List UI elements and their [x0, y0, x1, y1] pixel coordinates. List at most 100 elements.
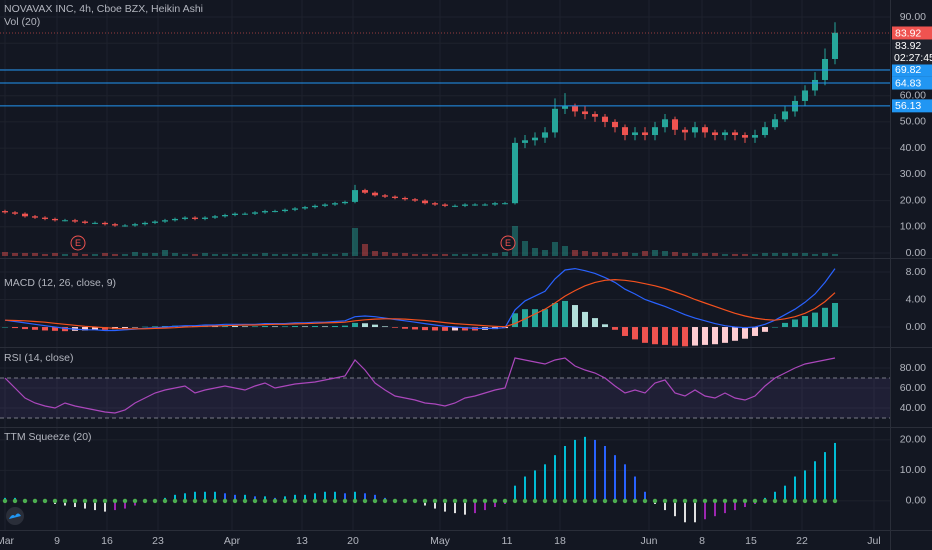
candle-body [382, 195, 388, 197]
ttm-bar [224, 493, 226, 501]
ttm-bar [794, 476, 796, 501]
volume-bar [162, 250, 168, 256]
volume-bar [782, 253, 788, 256]
macd-histogram-bar [812, 312, 818, 328]
squeeze-dot [482, 498, 488, 504]
volume-bar [472, 254, 478, 256]
candle-body [42, 217, 48, 219]
y-tick-label: 40.00 [900, 402, 926, 414]
volume-bar [742, 254, 748, 256]
squeeze-dot [442, 498, 448, 504]
macd-title: MACD (12, 26, close, 9) [4, 277, 116, 289]
candle-body [432, 203, 438, 205]
squeeze-dot [192, 498, 198, 504]
candle-body [532, 137, 538, 141]
candle-body [492, 203, 498, 205]
volume-bar [762, 253, 768, 256]
candle-body [2, 211, 8, 213]
candle-body [122, 225, 128, 227]
volume-bar [282, 254, 288, 256]
candle-body [682, 129, 688, 133]
candle-body [632, 132, 638, 136]
logo-icon [9, 513, 21, 519]
volume-bar [692, 253, 698, 256]
macd-histogram-bar [102, 327, 108, 330]
squeeze-dot [832, 498, 838, 504]
volume-bar [642, 251, 648, 256]
macd-histogram-bar [182, 325, 188, 328]
earnings-marker [500, 235, 516, 251]
macd-histogram-bar [452, 327, 458, 331]
rsi-line [4, 357, 836, 414]
x-tick-label: 16 [101, 535, 113, 547]
macd-histogram-bar [442, 327, 448, 331]
macd-histogram-bar [142, 326, 148, 328]
macd-histogram-bar [572, 305, 578, 328]
squeeze-dot [712, 498, 718, 504]
ttm-bar [94, 500, 96, 511]
y-tick-label: 0.00 [906, 321, 927, 333]
volume-bar [422, 254, 428, 256]
volume-bar [362, 244, 368, 256]
volume-bar [182, 254, 188, 256]
ttm-bar [424, 500, 426, 506]
squeeze-dot [392, 498, 398, 504]
candle-body [312, 205, 318, 208]
macd-histogram-bar [732, 327, 738, 341]
macd-histogram-bar [622, 327, 628, 336]
squeeze-dot [492, 498, 498, 504]
macd-histogram-bar [272, 326, 278, 328]
macd-histogram-bar [702, 327, 708, 345]
squeeze-dot [112, 498, 118, 504]
y-tick-label: 90.00 [900, 11, 926, 23]
macd-histogram-bar [422, 327, 428, 331]
ttm-bar [554, 455, 556, 501]
macd-line [4, 278, 836, 330]
volume-bar [802, 253, 808, 256]
ttm-bar [584, 436, 586, 501]
macd-histogram-bar [692, 327, 698, 346]
candle-body [472, 204, 478, 206]
ttm-bar [604, 446, 606, 501]
macd-histogram-bar [522, 309, 528, 328]
volume-bar [542, 250, 548, 256]
macd-histogram-bar [252, 326, 258, 328]
squeeze-dot [792, 498, 798, 504]
squeeze-dot [322, 498, 328, 504]
ttm-bar [494, 500, 496, 508]
macd-histogram-bar [412, 327, 418, 330]
squeeze-dot [772, 498, 778, 504]
macd-histogram-bar [352, 322, 358, 328]
squeeze-dot [782, 498, 788, 504]
x-tick-label: Mar [0, 535, 15, 547]
candle-body [32, 216, 38, 218]
x-tick-label: 11 [502, 535, 513, 547]
price-tag [892, 39, 932, 65]
candle-body [742, 135, 748, 138]
macd-histogram-bar [42, 327, 48, 331]
candle-body [192, 217, 198, 219]
macd-histogram-bar [512, 313, 518, 328]
macd-histogram-bar [22, 327, 28, 330]
candle-body [582, 111, 588, 115]
rsi-band [0, 378, 890, 418]
macd-histogram-bar [312, 326, 318, 328]
ttm-bar [834, 442, 836, 501]
candle-body [242, 213, 248, 215]
ttm-bar [194, 491, 196, 501]
y-tick-label: 50.00 [900, 116, 926, 128]
ttm-bar [704, 500, 706, 520]
volume-bar [772, 253, 778, 256]
volume-bar [532, 248, 538, 256]
ttm-title: TTM Squeeze (20) [4, 431, 92, 443]
ttm-bar [334, 491, 336, 501]
macd-histogram-bar [542, 309, 548, 328]
volume-bar [452, 254, 458, 256]
candle-body [342, 201, 348, 204]
squeeze-dot [302, 498, 308, 504]
squeeze-dot [732, 498, 738, 504]
ttm-bar [714, 500, 716, 517]
candle-body [302, 207, 308, 209]
